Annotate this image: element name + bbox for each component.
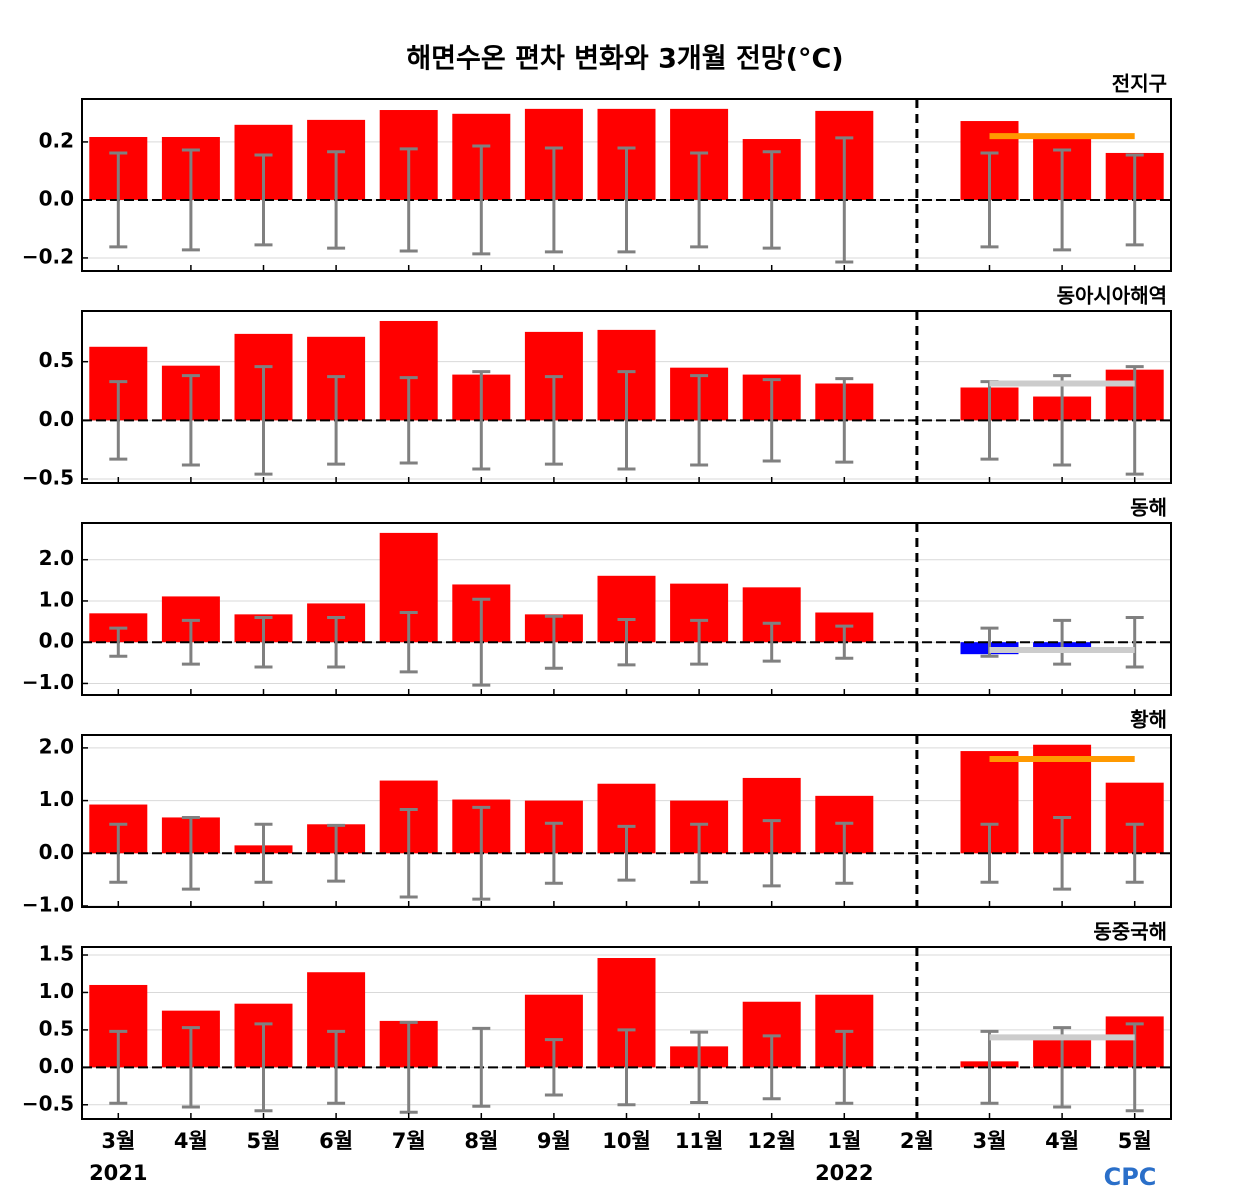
y-tick-label: −0.5: [22, 1091, 74, 1115]
y-tick-label: 0.0: [39, 629, 74, 653]
panel-title: 황해: [1130, 708, 1167, 732]
x-tick-label: 8월: [464, 1129, 498, 1153]
year-label: 2022: [815, 1161, 873, 1185]
y-tick-label: 0.2: [39, 128, 74, 152]
chart-title: 해면수온 편차 변화와 3개월 전망(°C): [406, 44, 843, 75]
x-tick-label: 6월: [319, 1129, 353, 1153]
x-tick-label: 9월: [537, 1129, 571, 1153]
x-tick-label: 4월: [1045, 1129, 1079, 1153]
y-tick-label: 1.5: [39, 942, 74, 966]
x-tick-label: 12월: [747, 1129, 796, 1153]
x-tick-label: 3월: [973, 1129, 1007, 1153]
y-tick-label: −1.0: [22, 892, 74, 916]
x-tick-label: 3월: [101, 1129, 135, 1153]
y-tick-label: 0.0: [39, 407, 74, 431]
y-tick-label: 0.5: [39, 1016, 74, 1040]
y-tick-label: 0.5: [39, 348, 74, 372]
plot-frame: [81, 310, 1172, 484]
x-tick-label: 1월: [827, 1129, 861, 1153]
y-tick-label: −1.0: [22, 670, 74, 694]
plot-frame: [81, 522, 1172, 696]
x-tick-label: 5월: [1118, 1129, 1152, 1153]
panel-title: 동해: [1130, 496, 1167, 520]
year-label: 2021: [89, 1161, 147, 1185]
panel-title: 동중국해: [1093, 920, 1167, 944]
x-tick-label: 11월: [675, 1129, 724, 1153]
y-tick-label: 2.0: [39, 546, 74, 570]
x-tick-label: 2월: [900, 1129, 934, 1153]
logo: CPC: [1104, 1163, 1157, 1191]
x-tick-label: 10월: [602, 1129, 651, 1153]
plot-frame: [81, 734, 1172, 908]
x-tick-label: 5월: [247, 1129, 281, 1153]
y-tick-label: 0.0: [39, 186, 74, 210]
panel-title: 동아시아해역: [1057, 284, 1167, 308]
y-tick-label: 0.0: [39, 840, 74, 864]
y-tick-label: 1.0: [39, 787, 74, 811]
y-tick-label: 1.0: [39, 979, 74, 1003]
y-tick-label: −0.5: [22, 466, 74, 490]
panel-title: 전지구: [1112, 72, 1167, 96]
plot-frame: [81, 946, 1172, 1120]
x-tick-label: 7월: [392, 1129, 426, 1153]
x-tick-label: 4월: [174, 1129, 208, 1153]
y-tick-label: 1.0: [39, 587, 74, 611]
plot-frame: [81, 98, 1172, 272]
y-tick-label: −0.2: [22, 244, 74, 268]
y-tick-label: 2.0: [39, 734, 74, 758]
y-tick-label: 0.0: [39, 1054, 74, 1078]
